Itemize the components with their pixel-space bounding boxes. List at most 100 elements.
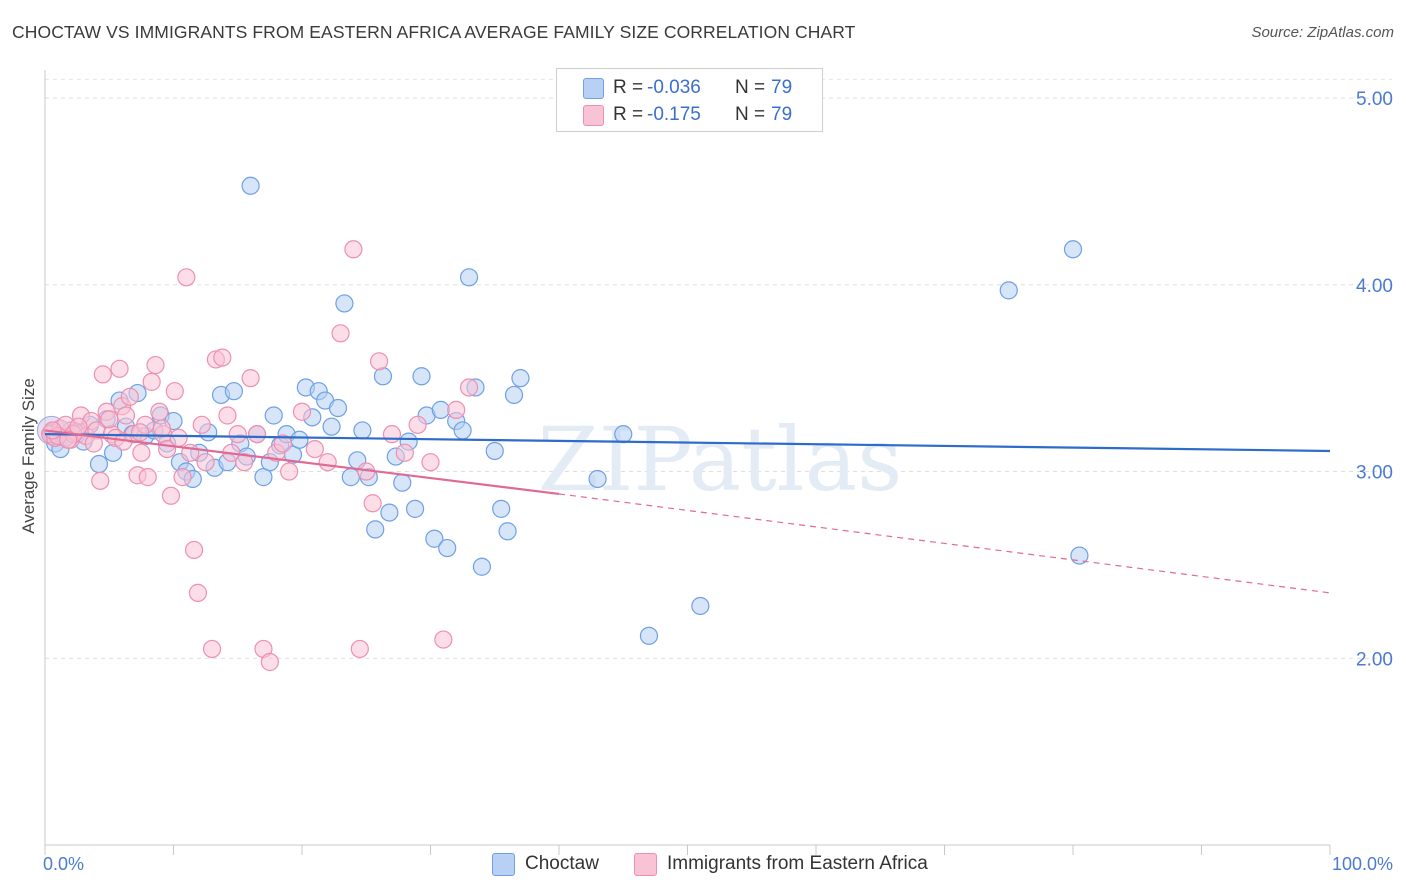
- trend-lines: [44, 429, 1331, 594]
- data-point: [280, 462, 299, 481]
- data-point: [152, 419, 172, 438]
- data-point: [177, 268, 196, 287]
- legend-swatch-choctaw: [583, 78, 604, 99]
- data-point: [614, 425, 633, 444]
- data-point: [1063, 240, 1083, 259]
- grid-lines: [45, 78, 1392, 659]
- y-tick-label: 3.00: [1356, 463, 1393, 484]
- legend-r-value: -0.036: [647, 77, 701, 98]
- data-point: [639, 626, 659, 645]
- data-point: [100, 410, 119, 429]
- legend-box: R = -0.036 N = 79 R = -0.175 N = 79: [556, 68, 823, 132]
- data-point: [305, 439, 324, 459]
- chart-title: CHOCTAW VS IMMIGRANTS FROM EASTERN AFRIC…: [12, 22, 856, 42]
- data-point: [425, 529, 444, 548]
- data-point: [459, 268, 479, 287]
- legend-swatch-eastern-africa: [583, 105, 604, 126]
- data-point: [341, 468, 360, 487]
- data-point: [511, 369, 530, 388]
- data-point: [142, 372, 161, 391]
- legend-n-label: N =: [735, 104, 766, 125]
- data-point: [89, 454, 109, 474]
- data-point: [350, 639, 369, 659]
- data-point: [408, 415, 427, 434]
- data-point: [91, 471, 110, 490]
- legend-n-value: 79: [771, 77, 793, 98]
- data-point: [380, 503, 399, 522]
- watermark: ZIPatlas: [538, 408, 903, 511]
- data-point: [431, 400, 450, 419]
- legend-r-label: R =: [613, 104, 644, 125]
- data-point: [322, 417, 341, 436]
- data-point: [447, 400, 466, 419]
- data-point: [273, 434, 292, 453]
- data-point: [173, 468, 192, 487]
- bottom-legend-label: Choctaw: [525, 853, 599, 874]
- bottom-legend-swatch-eastern-africa: [634, 853, 657, 876]
- y-tick-label: 5.00: [1356, 89, 1393, 110]
- data-point: [438, 538, 457, 558]
- data-point: [412, 367, 431, 386]
- data-point: [366, 520, 385, 539]
- legend-row-eastern-africa: R = -0.175 N = 79: [557, 102, 822, 128]
- data-point: [292, 402, 312, 421]
- data-point: [132, 443, 151, 462]
- data-point: [161, 486, 181, 505]
- bottom-legend-swatch-choctaw: [492, 853, 515, 876]
- y-tick-label: 2.00: [1356, 649, 1393, 670]
- data-point: [328, 398, 348, 418]
- trend-line-eastern-africa: [44, 429, 560, 496]
- data-point: [453, 421, 472, 440]
- data-point: [120, 387, 139, 406]
- data-point: [241, 369, 260, 388]
- data-point: [69, 417, 88, 436]
- x-tick-labels: 0.0% 100.0%: [43, 854, 1393, 874]
- data-point: [395, 443, 414, 462]
- legend-n-label: N =: [735, 77, 766, 98]
- data-point: [184, 540, 204, 560]
- data-point: [138, 468, 157, 487]
- legend-r-value: -0.175: [647, 104, 701, 125]
- data-point: [110, 359, 129, 378]
- data-point: [264, 406, 283, 425]
- data-point: [196, 453, 215, 472]
- data-point: [492, 499, 511, 518]
- data-point: [290, 430, 309, 449]
- legend-n-value: 79: [771, 104, 793, 125]
- y-axis-label: Average Family Size: [19, 378, 38, 534]
- data-point: [393, 473, 412, 492]
- data-point: [459, 378, 479, 397]
- data-point: [363, 494, 382, 513]
- data-point: [235, 453, 254, 472]
- x-tick-label: 100.0%: [1332, 854, 1393, 874]
- y-tick-labels: 2.00 3.00 4.00 5.00: [1356, 89, 1393, 670]
- trend-line-choctaw: [44, 433, 1331, 453]
- data-point: [691, 596, 710, 616]
- legend-row-choctaw: R = -0.036 N = 79: [557, 75, 822, 101]
- data-point: [353, 421, 372, 440]
- bottom-legend: Choctaw Immigrants from Eastern Africa: [0, 852, 1406, 878]
- data-point: [146, 355, 165, 375]
- data-point: [241, 176, 260, 195]
- data-point: [202, 639, 222, 659]
- data-point: [169, 428, 188, 447]
- data-point: [472, 557, 491, 576]
- data-point: [247, 425, 267, 444]
- data-point: [192, 415, 211, 434]
- data-point: [382, 425, 402, 444]
- data-point: [165, 382, 184, 401]
- data-point: [224, 382, 243, 401]
- trend-line-eastern-africa-extension: [558, 493, 1331, 594]
- axes: [44, 70, 1331, 855]
- data-point: [335, 294, 354, 313]
- legend-r-label: R =: [613, 77, 644, 98]
- data-point: [188, 583, 208, 602]
- data-point: [421, 453, 440, 472]
- x-tick-label: 0.0%: [43, 854, 84, 874]
- data-point: [318, 453, 337, 472]
- data-point: [260, 652, 279, 672]
- series-eastern-africa: [41, 240, 479, 672]
- data-point: [373, 367, 393, 386]
- data-point: [999, 281, 1018, 300]
